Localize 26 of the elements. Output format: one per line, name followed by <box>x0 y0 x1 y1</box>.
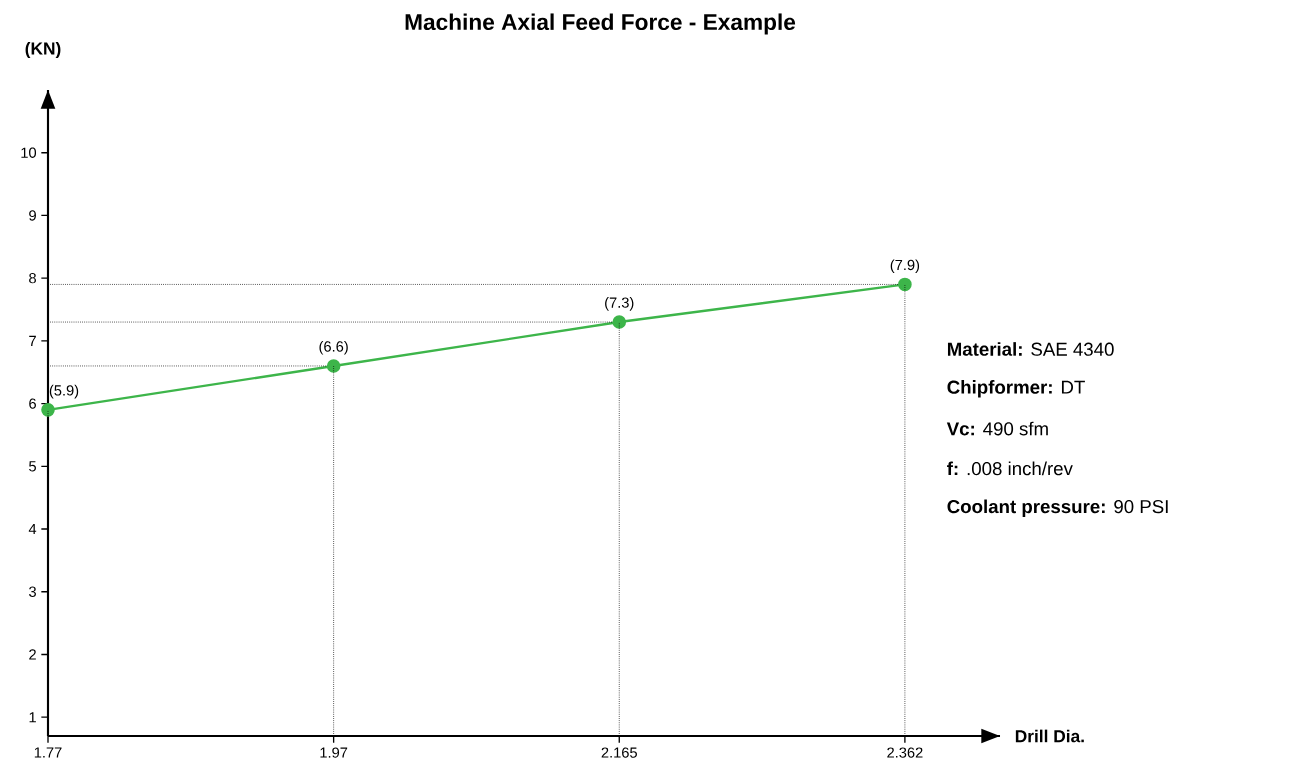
y-tick-label: 8 <box>29 272 36 284</box>
annotation: Coolant pressure: 90 PSI <box>947 499 1168 517</box>
x-tick-label: 2.165 <box>601 747 637 758</box>
y-tick-label: 3 <box>29 586 36 597</box>
x-axis-title: Drill Dia. <box>1015 729 1084 743</box>
x-tick-label: 1.97 <box>320 747 348 758</box>
y-tick-label: 1 <box>29 712 36 723</box>
y-tick-label: 10 <box>21 147 37 158</box>
y-axis-title: (KN) <box>25 41 61 59</box>
data-label: (7.9) <box>890 259 920 274</box>
annotation: f: .008 inch/rev <box>947 461 1073 476</box>
annotation: Material: SAE 4340 <box>947 342 1114 356</box>
chart-title: Machine Axial Feed Force - Example <box>405 13 796 35</box>
x-tick-label: 1.77 <box>34 747 62 758</box>
data-label: (5.9) <box>49 384 79 399</box>
y-tick-label: 2 <box>29 649 36 660</box>
y-tick-label: 7 <box>29 335 36 346</box>
y-tick-label: 4 <box>28 524 37 535</box>
y-tick-label: 5 <box>29 461 36 472</box>
data-label: (6.6) <box>319 340 348 355</box>
x-tick-label: 2.362 <box>887 747 923 758</box>
y-tick-label: 9 <box>29 210 36 221</box>
data-label: (7.3) <box>605 297 634 311</box>
y-tick-label: 6 <box>29 398 36 409</box>
annotation: Chipformer: DT <box>947 380 1085 398</box>
annotation: Vc: 490 sfm <box>946 421 1048 436</box>
